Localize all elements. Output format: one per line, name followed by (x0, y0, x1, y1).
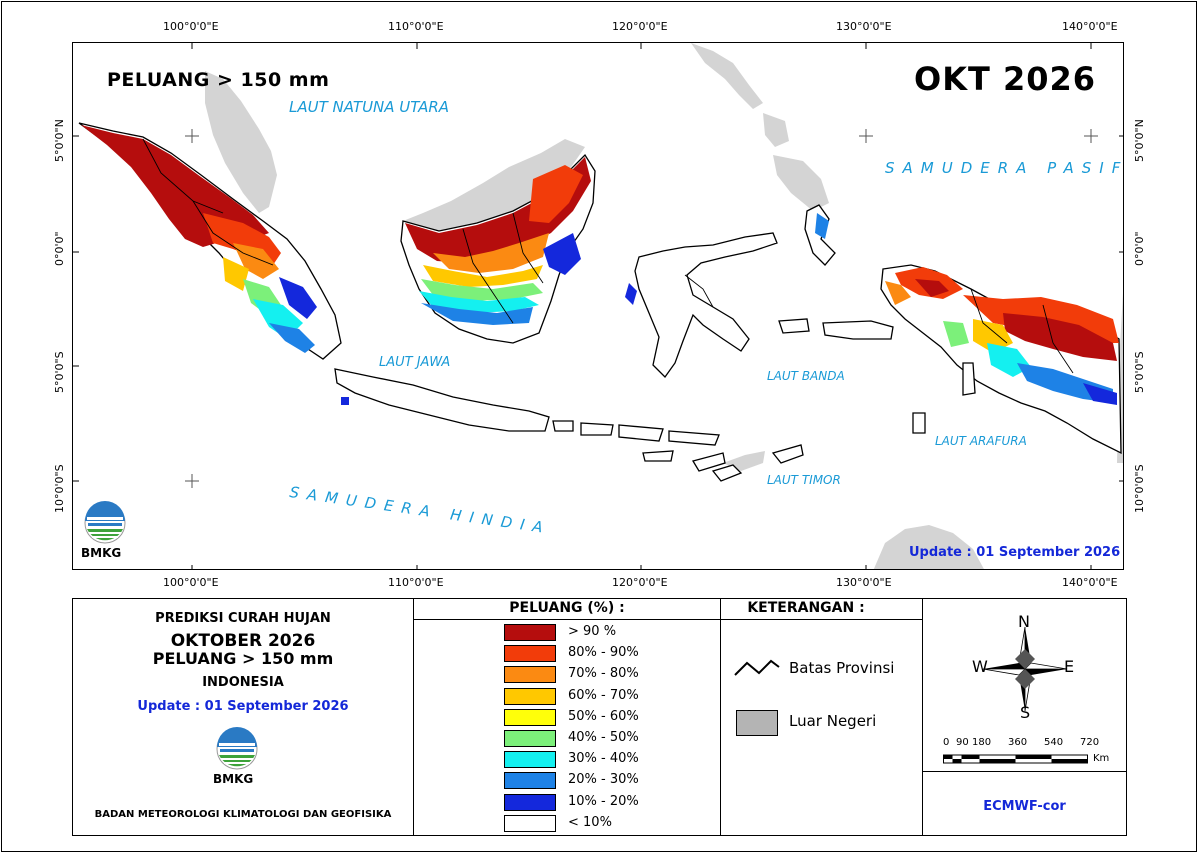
legend-label: 30% - 40% (568, 751, 639, 767)
sea-label-jawa: LAUT JAWA (379, 355, 451, 370)
legend-label: 10% - 20% (568, 793, 639, 809)
foreign-land (205, 43, 1123, 569)
lat-tick-left-5s: 5°0'0"S (53, 351, 66, 393)
compass-panel: N S W E 0 90 180 360 540 720 Km ECMWF-co… (922, 598, 1127, 836)
lon-tick-bottom-100: 100°0'0"E (163, 576, 219, 589)
legend-header: PELUANG (%) : (509, 600, 625, 616)
legend-label: 50% - 60% (568, 708, 639, 724)
lat-tick-right-0: 0°0'0" (1133, 231, 1146, 266)
legend-swatch (504, 793, 556, 811)
keterangan-divider (721, 619, 922, 620)
scale-label-540: 540 (1044, 737, 1064, 748)
sea-label-pasifik: SAMUDERA PASIFIK (885, 159, 1123, 177)
model-source: ECMWF-cor (983, 799, 1066, 814)
lat-tick-right-5n: 5°0'0"N (1133, 119, 1146, 162)
legend-label: < 10% (568, 814, 612, 830)
scale-label-360: 360 (1008, 737, 1028, 748)
lat-tick-left-10s: 10°0'0"S (53, 464, 66, 513)
luar-negeri-label: Luar Negeri (789, 712, 877, 730)
info-update-text: Update : 01 September 2026 (137, 699, 349, 714)
luar-negeri-swatch (736, 710, 778, 736)
map-title: PELUANG > 150 mm (107, 69, 330, 91)
map-panel: PELUANG > 150 mm OKT 2026 LAUT NATUNA UT… (72, 42, 1124, 570)
bmkg-logo-text-panel: BMKG (213, 772, 254, 786)
indonesia-map (73, 43, 1123, 569)
province-boundary-line-icon (734, 659, 780, 676)
map-month-label: OKT 2026 (914, 60, 1097, 98)
scale-label-720: 720 (1080, 737, 1100, 748)
bmkg-logo-map: BMKG (79, 501, 131, 563)
bmkg-emblem-icon (216, 727, 258, 770)
legend-swatch (504, 730, 556, 747)
lon-tick-top-130: 130°0'0"E (836, 20, 892, 33)
legend-swatch (504, 814, 556, 832)
info-line-1: PREDIKSI CURAH HUJAN (155, 611, 331, 626)
agency-name: BADAN METEOROLOGI KLIMATOLOGI DAN GEOFIS… (94, 809, 392, 820)
lon-tick-bottom-140: 140°0'0"E (1062, 576, 1118, 589)
scale-label-180: 180 (972, 737, 992, 748)
legend-swatch (504, 666, 556, 684)
map-update-text: Update : 01 September 2026 (909, 545, 1121, 560)
legend-swatch (504, 772, 556, 790)
legend-label: > 90 % (568, 624, 617, 639)
legend-label: 20% - 30% (568, 772, 639, 788)
legend-panel: PELUANG (%) : (413, 598, 721, 836)
lat-tick-right-5s: 5°0'0"S (1133, 351, 1146, 393)
info-line-4: INDONESIA (202, 675, 284, 690)
scale-bar-graphic (943, 754, 1088, 764)
compass-south: S (1020, 703, 1031, 722)
lon-tick-top-140: 140°0'0"E (1062, 20, 1118, 33)
lat-tick-left-5n: 5°0'0"N (53, 119, 66, 162)
info-line-3: PELUANG > 150 mm (152, 649, 334, 668)
bmkg-emblem-icon (84, 501, 126, 544)
lat-tick-left-0: 0°0'0" (53, 231, 66, 266)
map-frame-ticks (73, 43, 1123, 569)
scale-label-0: 0 (943, 737, 950, 748)
bmkg-logo-text-map: BMKG (81, 546, 122, 560)
scale-bar: 0 90 180 360 540 720 (923, 737, 1126, 757)
province-boundaries (142, 138, 1074, 374)
legend-swatch (504, 645, 556, 663)
sea-label-timor: LAUT TIMOR (767, 473, 841, 487)
legend-label: 60% - 70% (568, 687, 639, 703)
legend-label: 80% - 90% (568, 645, 639, 661)
lon-tick-top-120: 120°0'0"E (612, 20, 668, 33)
lat-tick-right-10s: 10°0'0"S (1133, 464, 1146, 513)
lon-tick-top-100: 100°0'0"E (163, 20, 219, 33)
compass-rose-icon (982, 626, 1068, 712)
keterangan-header: KETERANGAN : (747, 600, 865, 616)
sea-label-banda: LAUT BANDA (767, 369, 845, 383)
lon-tick-top-110: 110°0'0"E (388, 20, 444, 33)
scale-label-90: 90 (956, 737, 969, 748)
batas-provinsi-label: Batas Provinsi (789, 659, 895, 677)
legend-swatch (504, 624, 556, 641)
probability-overlay (81, 125, 1119, 405)
compass-divider (923, 771, 1126, 772)
legend-swatch (504, 687, 556, 705)
legend-swatch (504, 708, 556, 726)
lon-tick-bottom-110: 110°0'0"E (388, 576, 444, 589)
lon-tick-bottom-120: 120°0'0"E (612, 576, 668, 589)
scale-unit: Km (1093, 753, 1110, 764)
legend-swatch (504, 751, 556, 769)
compass-west: W (972, 657, 988, 676)
sea-label-natuna: LAUT NATUNA UTARA (289, 98, 450, 116)
grid-crosses (185, 129, 1098, 488)
lon-tick-bottom-130: 130°0'0"E (836, 576, 892, 589)
legend-divider (414, 619, 720, 620)
bmkg-logo-panel: BMKG (211, 727, 263, 789)
compass-east: E (1064, 657, 1075, 676)
compass-north: N (1018, 612, 1030, 631)
sea-label-arafura: LAUT ARAFURA (935, 434, 1027, 448)
info-line-2: OKTOBER 2026 (170, 631, 316, 651)
legend-label: 70% - 80% (568, 666, 639, 682)
keterangan-panel: KETERANGAN : Batas Provinsi Luar Negeri (720, 598, 923, 836)
legend-label: 40% - 50% (568, 730, 639, 745)
info-panel: PREDIKSI CURAH HUJAN OKTOBER 2026 PELUAN… (72, 598, 414, 836)
